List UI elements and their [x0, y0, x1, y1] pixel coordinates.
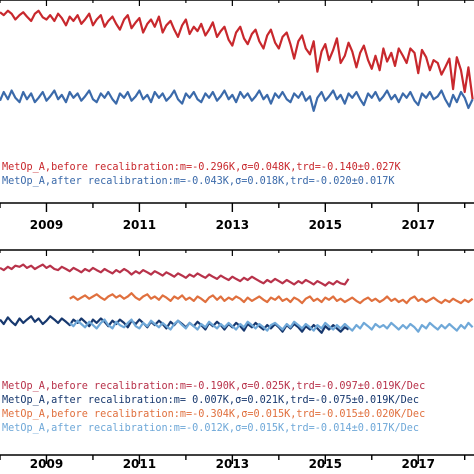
top-panel: 2009 2011 2013 2015 2017 MetOp_A,before recal…	[0, 0, 474, 232]
x-tick-label: 2015	[309, 457, 342, 471]
series-line-0-1	[0, 89, 474, 112]
x-tick-label: 2013	[216, 218, 249, 232]
series-line-1-2	[69, 292, 474, 305]
legend-entry: MetOp_A,after recalibration:m=-0.012K,σ=…	[2, 423, 419, 434]
x-tick-label: 2011	[123, 457, 156, 471]
legend-entry: MetOp_A,before recalibration:m=-0.304K,σ…	[2, 409, 425, 420]
x-tick-label: 2015	[309, 218, 342, 232]
x-tick-label: 2013	[216, 457, 249, 471]
x-tick-label: 2017	[402, 218, 435, 232]
x-tick-label: 2009	[30, 218, 63, 232]
series-line-1-3	[68, 318, 474, 333]
series-line-0-0	[0, 9, 474, 100]
legend-entry: MetOp_A,after recalibration:m=-0.043K,σ=…	[2, 176, 395, 187]
series-line-1-0	[0, 263, 350, 287]
legend-entry: MetOp_A,before recalibration:m=-0.296K,σ…	[2, 162, 402, 173]
x-tick-label: 2009	[30, 457, 63, 471]
bottom-panel: 2009 2011 2013 2015 2017 MetOp_A,before recal…	[0, 249, 474, 471]
x-tick-label: 2011	[123, 218, 156, 232]
legend-entry: MetOp_A,after recalibration:m= 0.007K,σ=…	[2, 395, 419, 406]
x-tick-label: 2017	[402, 457, 435, 471]
legend-entry: MetOp_A,before recalibration:m=-0.190K,σ…	[2, 381, 425, 392]
